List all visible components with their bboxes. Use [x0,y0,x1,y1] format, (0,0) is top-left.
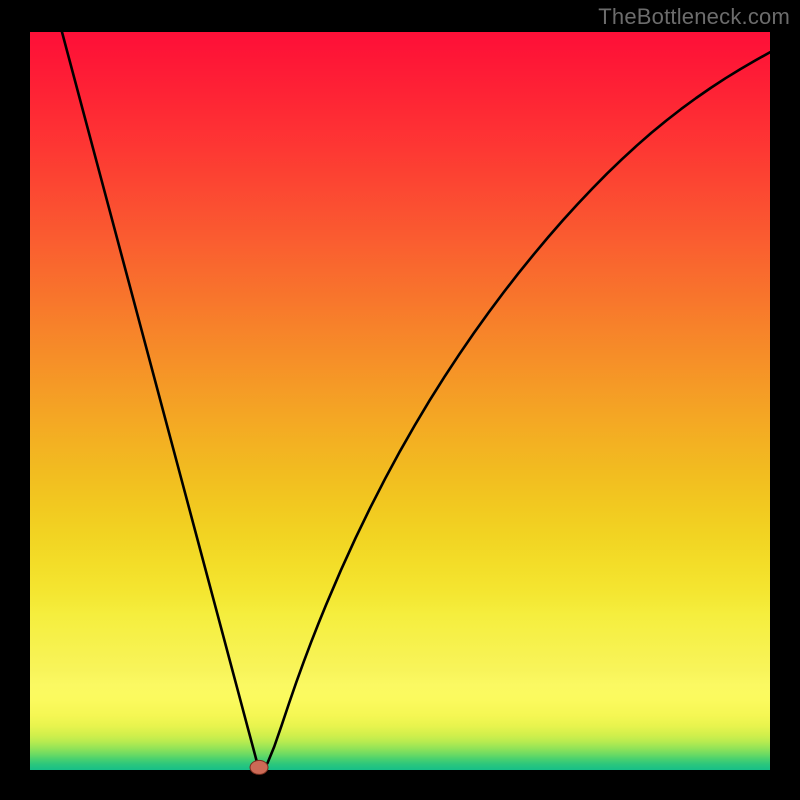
bottleneck-plot [0,0,800,800]
chart-stage: TheBottleneck.com [0,0,800,800]
watermark-text: TheBottleneck.com [598,4,790,30]
minimum-marker [250,760,268,774]
chart-gradient-background [30,32,770,770]
